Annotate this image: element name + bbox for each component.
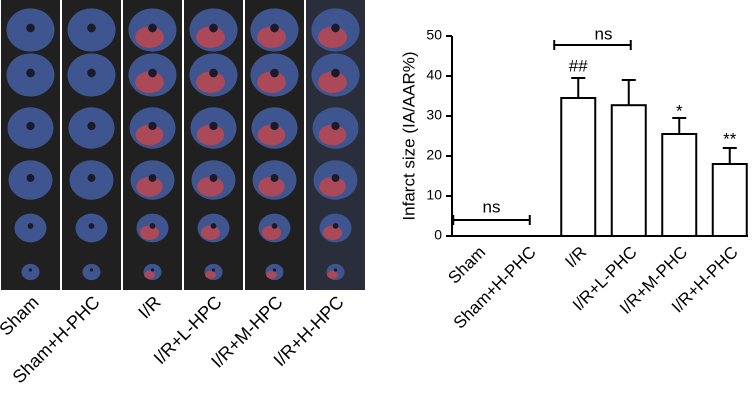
infarct-area [257, 124, 286, 146]
slice-center [209, 68, 218, 78]
y-tick-label: 50 [426, 27, 442, 43]
slice-center [209, 174, 218, 182]
annotation: * [676, 101, 683, 120]
slice-center [272, 268, 277, 272]
heart-slice [82, 263, 101, 281]
slice-center [87, 68, 96, 78]
error-bar [672, 117, 687, 134]
bar [610, 104, 647, 237]
photo-panel [1, 0, 365, 290]
slice-center [211, 268, 216, 272]
slice-center [149, 223, 156, 229]
slice-center [270, 174, 279, 182]
slice-center [210, 223, 217, 229]
slice-center [87, 174, 96, 182]
infarct-area [322, 225, 343, 240]
slice-center [270, 23, 279, 33]
slice-center [331, 23, 340, 33]
slice-center [148, 121, 157, 131]
bar [711, 163, 748, 237]
slice-center [26, 23, 35, 33]
significance-bracket [553, 40, 632, 50]
infarct-area [196, 26, 225, 48]
infarct-area [135, 71, 164, 93]
error-bar [621, 79, 636, 106]
slice-center [26, 68, 35, 78]
y-tick-label: 0 [434, 227, 442, 243]
y-axis-label: Infarct size (IA/AAR%) [399, 51, 418, 220]
infarct-area [205, 270, 216, 279]
slice-center [88, 223, 95, 229]
infarct-area [196, 124, 225, 146]
infarct-area [258, 176, 285, 197]
infarct-area [135, 26, 164, 48]
photo-label: Sham [0, 292, 43, 339]
slice-center [87, 121, 96, 131]
slice-center [87, 23, 96, 33]
slice-center [209, 23, 218, 33]
slice-center [26, 121, 35, 131]
infarct-area [318, 124, 347, 146]
annotation: ** [723, 129, 737, 148]
bar [560, 97, 597, 237]
slice-center [332, 223, 339, 229]
slice-center [28, 268, 33, 272]
heart-slice [21, 263, 40, 281]
slice-center [331, 174, 340, 182]
infarct-area [257, 71, 286, 93]
x-tick-label: Sham [444, 243, 489, 288]
slice-center [270, 121, 279, 131]
infarct-area [136, 176, 163, 197]
slice-center [333, 268, 338, 272]
slice-center [331, 121, 340, 131]
infarct-area [144, 270, 155, 279]
infarct-area [266, 270, 277, 279]
slice-center [331, 68, 340, 78]
slice-center [271, 223, 278, 229]
photo-label: I/R [134, 292, 164, 322]
error-bar [571, 77, 586, 98]
slice-center [26, 174, 35, 182]
infarct-area [318, 26, 347, 48]
y-tick-label: 30 [426, 107, 442, 123]
x-tick-label: I/R [561, 243, 590, 272]
infarct-area [261, 225, 282, 240]
slice-center [148, 174, 157, 182]
slice-center [89, 268, 94, 272]
slice-center [270, 68, 279, 78]
annotation: ns [483, 197, 501, 216]
significance-bracket [452, 215, 531, 225]
slice-center [148, 68, 157, 78]
error-bar [722, 147, 737, 164]
y-tick-label: 10 [426, 187, 442, 203]
infarct-area [327, 270, 338, 279]
infarct-area [135, 124, 164, 146]
infarct-area [197, 176, 224, 197]
slice-center [148, 23, 157, 33]
slice-center [209, 121, 218, 131]
y-tick-label: 40 [426, 67, 442, 83]
y-tick-label: 20 [426, 147, 442, 163]
bar [661, 133, 698, 237]
slice-center [150, 268, 155, 272]
infarct-area [318, 71, 347, 93]
annotation: ns [595, 24, 613, 43]
infarct-area [139, 225, 160, 240]
infarct-area [257, 26, 286, 48]
infarct-area [196, 71, 225, 93]
annotation: ## [569, 56, 588, 75]
slice-center [27, 223, 34, 229]
infarct-area [200, 225, 221, 240]
infarct-area [319, 176, 346, 197]
